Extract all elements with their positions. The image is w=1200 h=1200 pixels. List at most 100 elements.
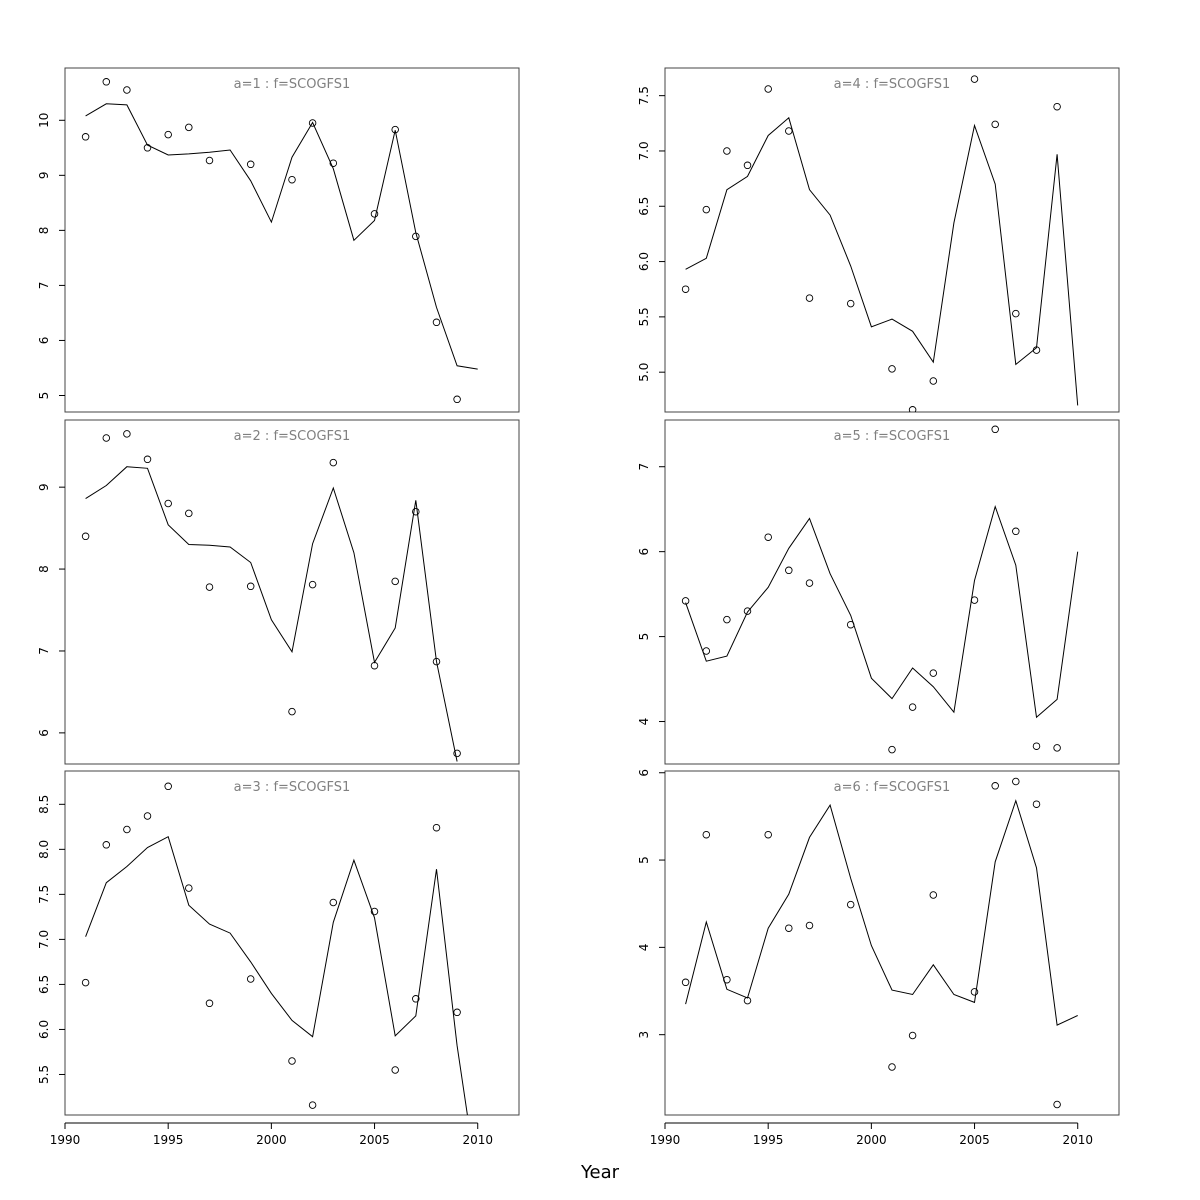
observed-point bbox=[888, 365, 896, 373]
panel-title: a=2 : f=SCOGFS1 bbox=[234, 429, 351, 444]
observed-point bbox=[412, 995, 420, 1003]
observed-point bbox=[288, 707, 296, 716]
fitted-line bbox=[685, 116, 1079, 406]
observed-point bbox=[991, 425, 999, 434]
y-tick-label: 7 bbox=[37, 647, 51, 655]
observed-point bbox=[785, 924, 793, 932]
observed-point bbox=[143, 812, 152, 820]
plot-area bbox=[681, 425, 1079, 754]
observed-point bbox=[681, 978, 690, 987]
observed-point bbox=[1032, 346, 1041, 354]
y-tick-label: 8 bbox=[37, 565, 51, 573]
y-tick-label: 6 bbox=[37, 729, 51, 737]
observed-point bbox=[81, 978, 90, 987]
y-tick-label: 6 bbox=[637, 769, 651, 777]
observed-point bbox=[846, 900, 855, 909]
plot-area bbox=[81, 78, 478, 404]
fitted-line bbox=[685, 799, 1078, 1026]
observed-point bbox=[743, 607, 752, 615]
observed-point bbox=[164, 130, 172, 139]
observed-point bbox=[246, 160, 255, 169]
observed-point bbox=[370, 661, 379, 670]
observed-point bbox=[81, 133, 90, 141]
observed-point bbox=[123, 825, 131, 834]
observed-point bbox=[81, 532, 90, 541]
plot-area bbox=[81, 430, 461, 762]
observed-point bbox=[308, 580, 317, 589]
y-tick-label: 7.0 bbox=[37, 930, 51, 949]
y-tick-label: 6.5 bbox=[37, 975, 51, 994]
plot-area bbox=[681, 75, 1079, 412]
x-tick-label: 1990 bbox=[650, 1133, 681, 1147]
x-tick-label: 2000 bbox=[856, 1133, 887, 1147]
observed-point bbox=[1053, 1100, 1061, 1109]
observed-point bbox=[391, 125, 399, 134]
observed-point bbox=[288, 175, 296, 184]
y-tick-label: 3 bbox=[637, 1031, 651, 1039]
y-tick-label: 7.0 bbox=[637, 141, 651, 160]
observed-point bbox=[205, 156, 214, 165]
panel-title: a=5 : f=SCOGFS1 bbox=[834, 429, 951, 444]
observed-point bbox=[743, 996, 752, 1005]
y-tick-label: 4 bbox=[637, 944, 651, 952]
observed-point bbox=[929, 669, 938, 677]
observed-point bbox=[846, 299, 855, 308]
observed-point bbox=[723, 975, 731, 984]
plot-frame bbox=[664, 770, 1120, 1116]
observed-point bbox=[805, 579, 814, 587]
observed-point bbox=[681, 285, 690, 293]
observed-point bbox=[205, 583, 214, 591]
x-tick-label: 2000 bbox=[256, 1133, 287, 1147]
observed-point bbox=[1053, 744, 1061, 752]
x-axis-label: Year bbox=[580, 1162, 620, 1183]
observed-point bbox=[888, 1063, 896, 1071]
x-tick-label: 1995 bbox=[753, 1133, 784, 1147]
observed-point bbox=[908, 406, 917, 412]
x-tick-label: 2005 bbox=[359, 1133, 390, 1147]
y-tick-label: 10 bbox=[37, 113, 51, 128]
observed-point bbox=[453, 395, 461, 404]
x-tick-label: 1990 bbox=[50, 1133, 81, 1147]
x-axes: 1990 1995 2000 2005 2010 1990 1995 2000 2005 2010 bbox=[50, 1122, 1093, 1147]
fitted-line bbox=[85, 835, 468, 1115]
x-tick-label: 2005 bbox=[959, 1133, 990, 1147]
observed-point bbox=[185, 509, 193, 518]
y-tick-label: 6.0 bbox=[37, 1020, 51, 1039]
observed-point bbox=[391, 1066, 399, 1074]
observed-point bbox=[185, 123, 193, 132]
observed-point bbox=[308, 1101, 317, 1109]
observed-point bbox=[370, 210, 379, 218]
observed-point bbox=[185, 884, 193, 892]
observed-point bbox=[246, 975, 255, 983]
observed-point bbox=[908, 703, 917, 711]
y-tick-label: 7 bbox=[637, 463, 651, 471]
observed-point bbox=[102, 78, 111, 86]
observed-point bbox=[723, 147, 731, 155]
observed-point bbox=[308, 119, 317, 127]
observed-point bbox=[329, 458, 338, 467]
observed-point bbox=[785, 566, 793, 575]
panel-1: a=1 : f=SCOGFS1 5 6 7 8 9 10 bbox=[37, 67, 520, 413]
observed-point bbox=[143, 144, 152, 152]
observed-point bbox=[1032, 742, 1041, 750]
observed-point bbox=[970, 75, 979, 83]
observed-point bbox=[888, 745, 896, 754]
observed-point bbox=[764, 533, 772, 541]
observed-point bbox=[123, 86, 131, 94]
y-tick-label: 8.5 bbox=[37, 795, 51, 814]
panel-2: a=2 : f=SCOGFS1 6 7 8 9 bbox=[37, 419, 520, 765]
observed-point bbox=[453, 749, 461, 758]
y-tick-label: 8 bbox=[37, 227, 51, 235]
observed-point bbox=[805, 294, 814, 302]
plot-area bbox=[681, 777, 1078, 1109]
observed-point bbox=[929, 891, 938, 899]
observed-point bbox=[102, 841, 111, 849]
observed-point bbox=[102, 434, 111, 442]
observed-point bbox=[412, 507, 420, 516]
fitted-line bbox=[685, 504, 1079, 719]
observed-point bbox=[970, 596, 979, 604]
observed-point bbox=[432, 318, 441, 327]
y-tick-label: 4 bbox=[637, 718, 651, 726]
panel-4: a=4 : f=SCOGFS1 5.0 5.5 6.0 6.5 7.0 7.5 bbox=[637, 67, 1120, 413]
